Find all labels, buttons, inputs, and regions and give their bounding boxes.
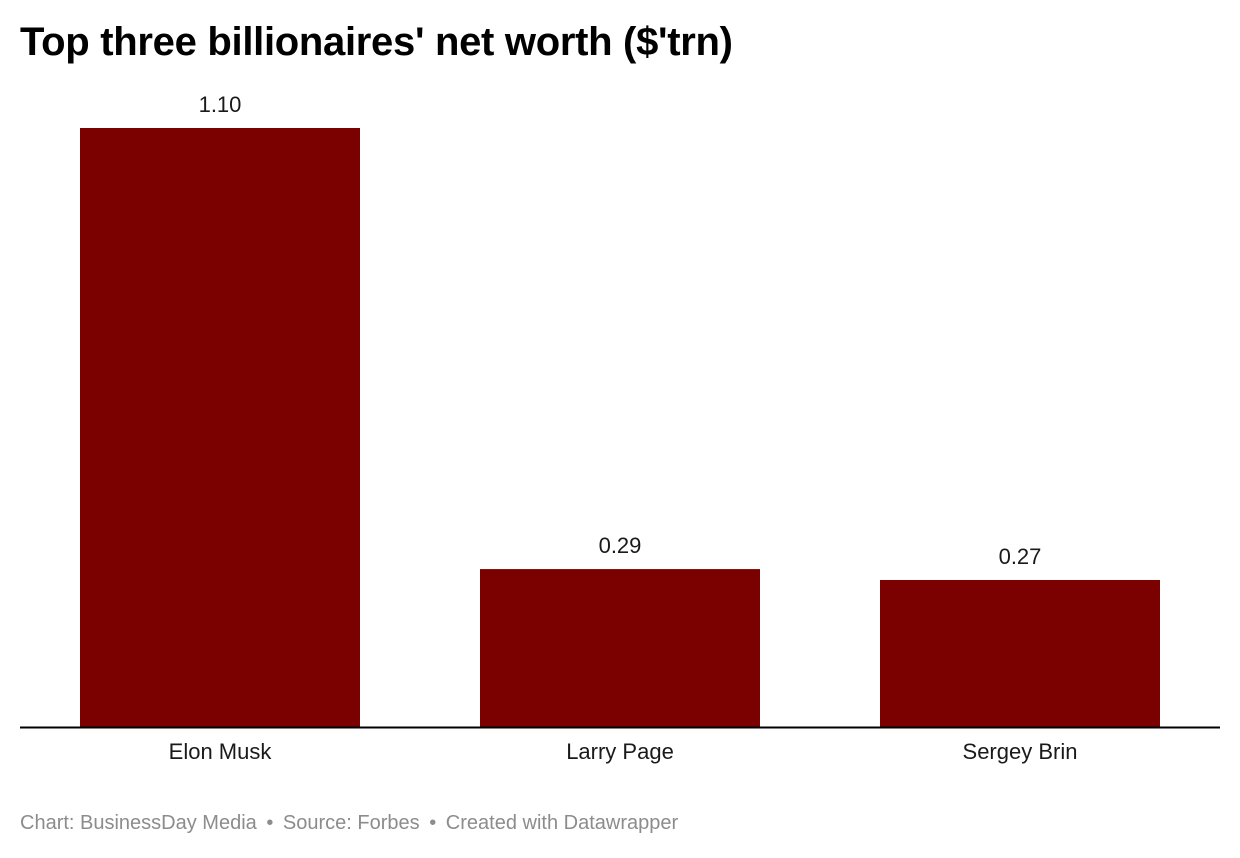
source-credit: Source: Forbes xyxy=(282,812,420,834)
footer-separator: • xyxy=(266,812,274,834)
category-label: Larry Page xyxy=(566,739,674,764)
bars-group xyxy=(80,128,1160,727)
value-label: 0.29 xyxy=(599,533,642,558)
chart-credit: Chart: BusinessDay Media xyxy=(20,812,257,834)
category-label: Sergey Brin xyxy=(963,739,1078,764)
bar-sergey-brin xyxy=(880,579,1160,727)
value-labels-group: 1.10 0.29 0.27 xyxy=(199,92,1042,569)
chart-title: Top three billionaires' net worth ($'trn… xyxy=(20,20,733,64)
bar-elon-musk xyxy=(80,128,360,727)
footer-separator: • xyxy=(429,812,437,834)
value-label: 0.27 xyxy=(999,544,1042,569)
category-labels-group: Elon Musk Larry Page Sergey Brin xyxy=(169,739,1078,764)
chart-footer: Chart: BusinessDay Media • Source: Forbe… xyxy=(20,812,678,835)
category-label: Elon Musk xyxy=(169,739,273,764)
value-label: 1.10 xyxy=(199,92,242,117)
tool-credit: Created with Datawrapper xyxy=(445,812,679,834)
bar-larry-page xyxy=(480,569,760,727)
